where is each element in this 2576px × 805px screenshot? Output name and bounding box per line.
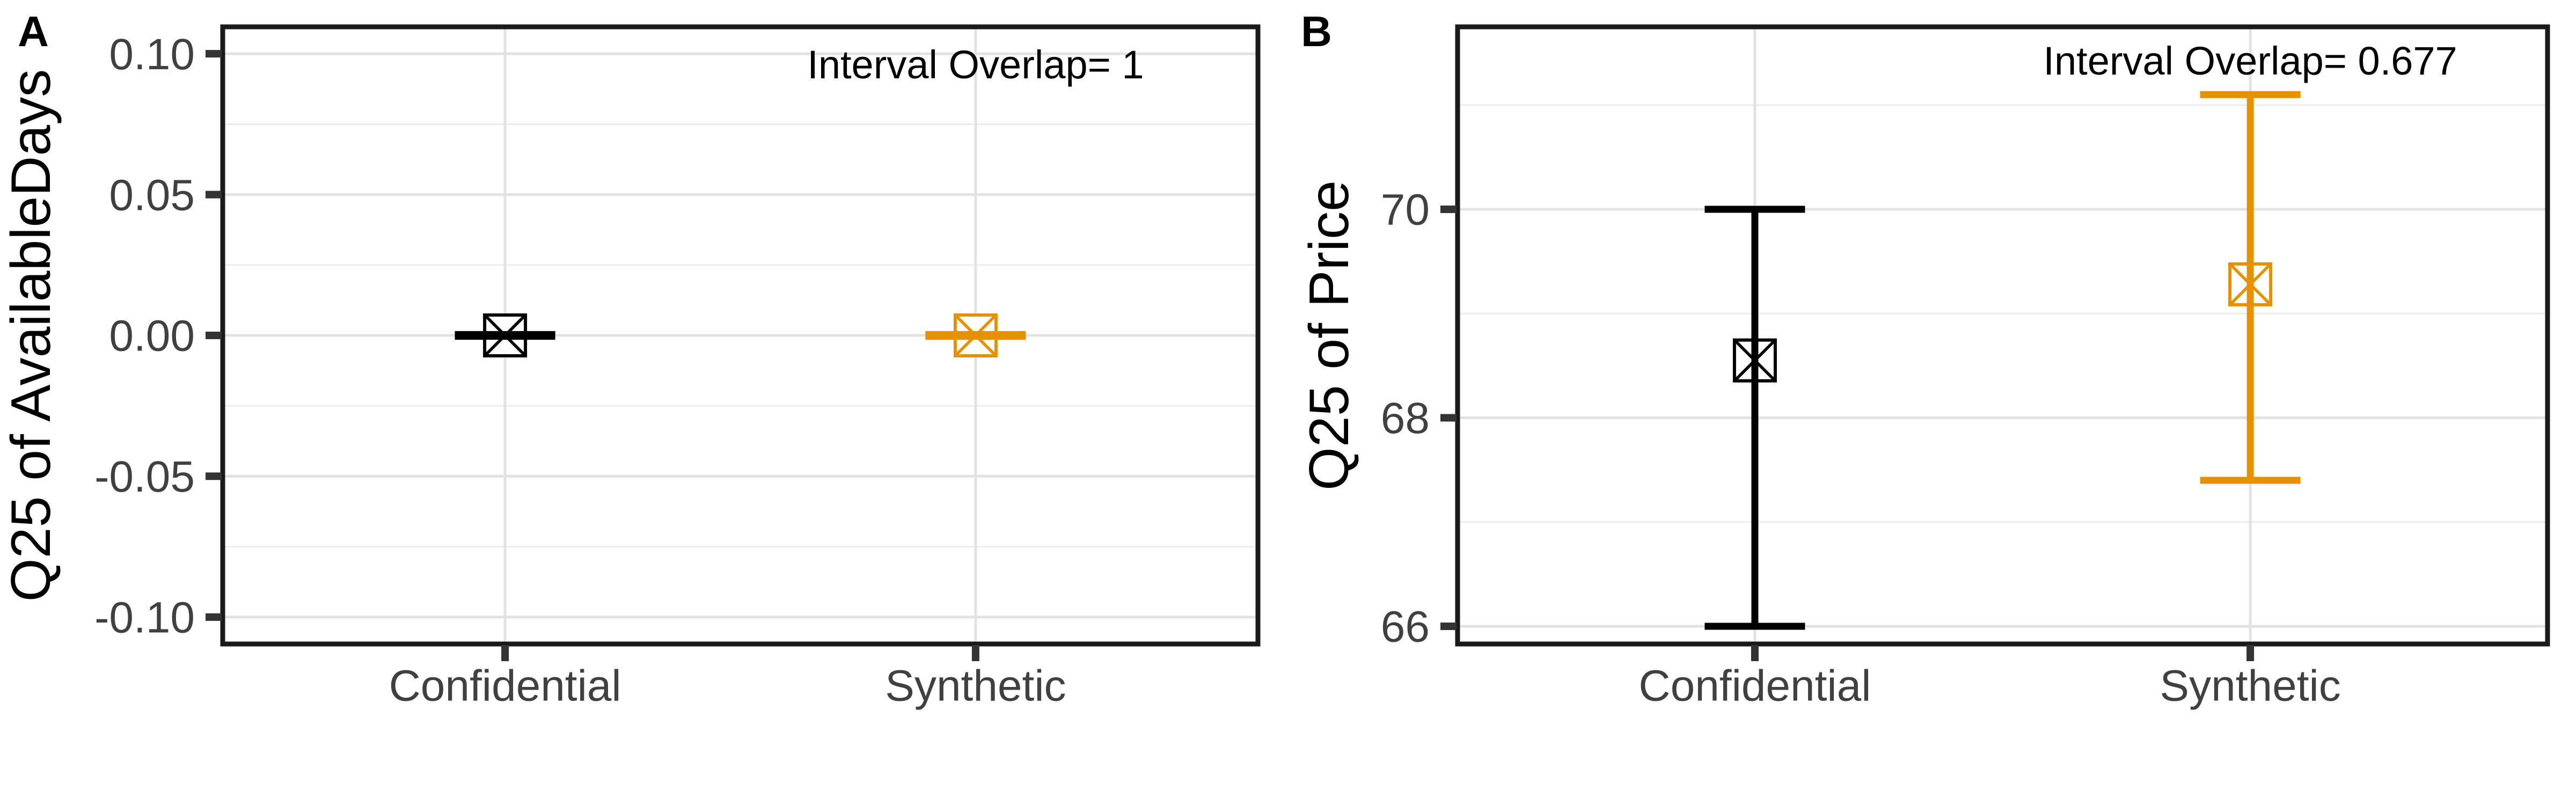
series-synthetic <box>925 313 1026 357</box>
interval-overlap-annotation: Interval Overlap= 1 <box>807 42 1144 87</box>
y-tick-label: 0.10 <box>109 30 195 79</box>
x-category-label-confidential: Confidential <box>1638 662 1871 711</box>
y-tick-label: 68 <box>1381 394 1430 443</box>
y-tick-label: 0.05 <box>109 171 195 219</box>
panel-border <box>1455 24 2550 647</box>
interval-overlap-annotation: Interval Overlap= 0.677 <box>2043 39 2457 83</box>
y-tick-label: -0.10 <box>94 594 195 642</box>
series-confidential <box>1704 206 1805 630</box>
panel-tag-a: A <box>18 8 49 55</box>
panel-b: 70 68 66 Confidential Synthetic Interval Over… <box>1298 8 2550 711</box>
y-axis-title: Q25 of AvailableDays <box>0 69 62 602</box>
x-category-label-synthetic: Synthetic <box>885 662 1066 711</box>
y-tick-label: 0.00 <box>109 312 195 361</box>
y-tick-label: 66 <box>1381 603 1430 652</box>
x-category-label-synthetic: Synthetic <box>2160 662 2340 711</box>
panel-border <box>220 24 1261 647</box>
x-category-label-confidential: Confidential <box>389 662 621 711</box>
y-tick-label: -0.05 <box>94 452 195 501</box>
y-axis-title: Q25 of Price <box>1298 180 1360 491</box>
panel-tag-b: B <box>1301 8 1332 55</box>
series-confidential <box>455 313 555 357</box>
series-synthetic <box>2200 91 2301 484</box>
panel-a: 0.10 0.05 0.00 -0.05 -0.10 Confidential Synthe… <box>0 8 1261 711</box>
y-tick-label: 70 <box>1381 186 1430 235</box>
